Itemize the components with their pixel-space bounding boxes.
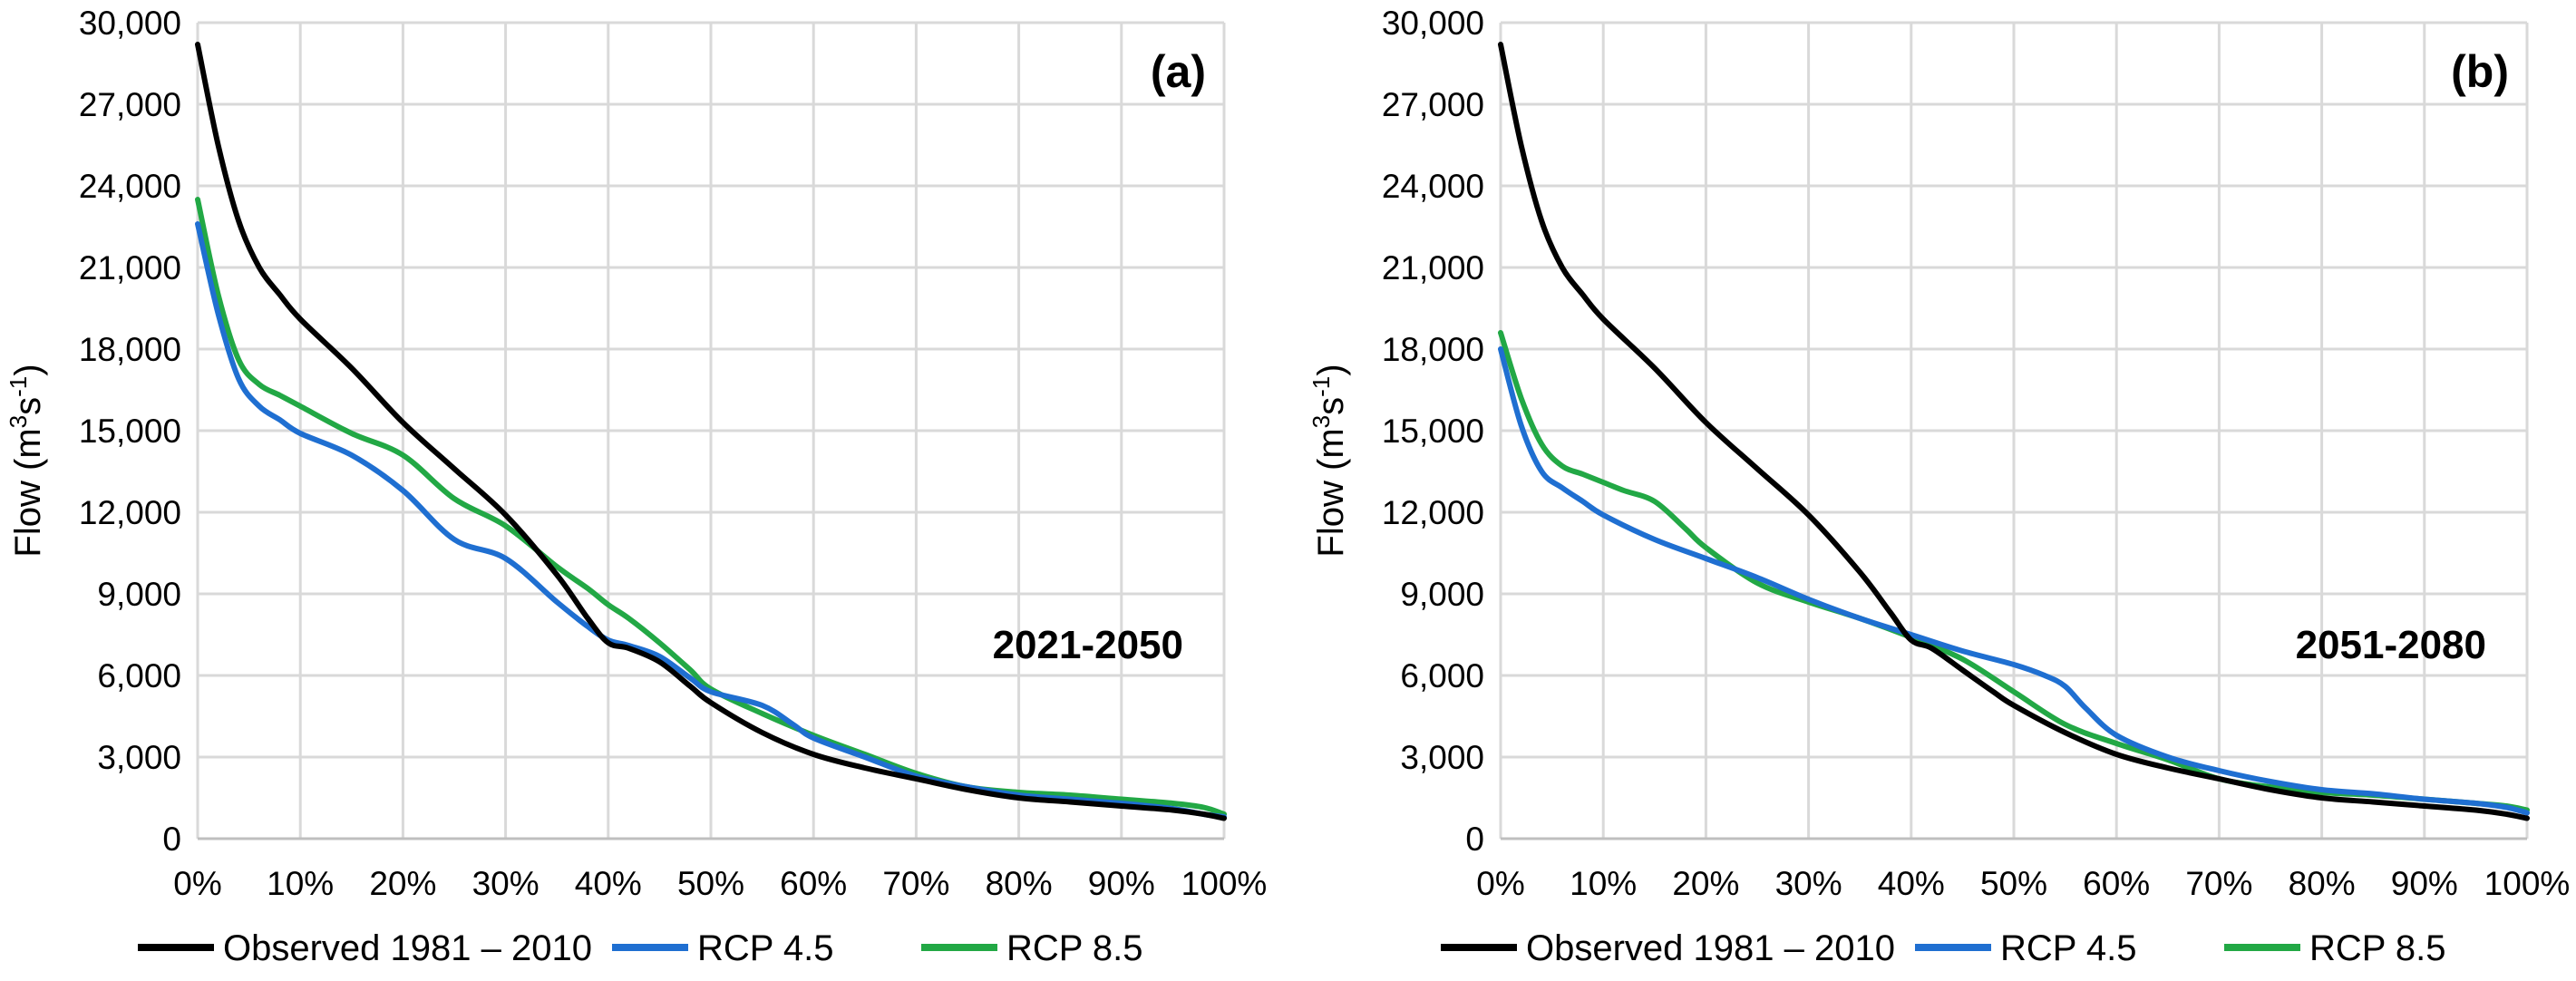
y-tick-label: 12,000: [1382, 494, 1484, 531]
legend: Observed 1981 – 2010 RCP 4.5 RCP 8.5: [138, 928, 1142, 968]
y-tick-label: 9,000: [97, 576, 181, 613]
y-axis-label-mid: s: [1311, 397, 1351, 415]
legend-label-rcp45: RCP 4.5: [2000, 928, 2136, 968]
y-tick-label: 24,000: [1382, 168, 1484, 205]
legend-label-observed: Observed 1981 – 2010: [223, 928, 592, 968]
y-tick-label: 30,000: [1382, 5, 1484, 42]
legend-label-rcp85: RCP 8.5: [1006, 928, 1142, 968]
x-tick-label: 90%: [2391, 865, 2458, 902]
x-tick-label: 30%: [1775, 865, 1842, 902]
x-tick-label: 40%: [575, 865, 642, 902]
x-tick-labels: 0% 10% 20% 30% 40% 50% 60% 70% 80% 90% 100%: [1476, 865, 2570, 902]
series-lines: [1498, 42, 2530, 821]
y-tick-label: 3,000: [97, 739, 181, 776]
x-tick-label: 20%: [369, 865, 436, 902]
y-tick-label: 27,000: [79, 86, 181, 123]
legend-label-rcp85: RCP 8.5: [2309, 928, 2445, 968]
legend: Observed 1981 – 2010 RCP 4.5 RCP 8.5: [1441, 928, 2445, 968]
y-tick-label: 12,000: [79, 494, 181, 531]
x-tick-labels: 0% 10% 20% 30% 40% 50% 60% 70% 80% 90% 100%: [173, 865, 1267, 902]
gridlines: [1499, 21, 2529, 839]
x-tick-label: 50%: [677, 865, 744, 902]
y-tick-label: 18,000: [1382, 331, 1484, 368]
x-tick-label: 20%: [1672, 865, 1739, 902]
y-tick-label: 24,000: [79, 168, 181, 205]
period-label: 2021-2050: [993, 623, 1183, 667]
x-tick-label: 0%: [173, 865, 221, 902]
x-tick-label: 60%: [780, 865, 847, 902]
y-tick-label: 21,000: [1382, 249, 1484, 287]
chart-panel-b: 0 3,000 6,000 9,000 12,000 15,000 18,000 21,000…: [1307, 5, 2570, 968]
x-tick-label: 10%: [1570, 865, 1637, 902]
gridlines: [196, 21, 1226, 839]
series-line-rcp85: [195, 197, 1227, 817]
series-line-observed: [1498, 42, 2530, 821]
y-axis-label-end: ): [8, 364, 48, 375]
y-axis-label-sup2: -1: [5, 376, 32, 397]
x-tick-label: 10%: [267, 865, 334, 902]
chart-panel-a: 0 3,000 6,000 9,000 12,000 15,000 18,000 21,000…: [5, 5, 1267, 968]
x-tick-label: 70%: [882, 865, 949, 902]
legend-label-rcp45: RCP 4.5: [697, 928, 833, 968]
series-line-observed: [195, 42, 1227, 821]
x-tick-label: 70%: [2185, 865, 2252, 902]
y-tick-label: 0: [162, 821, 181, 858]
y-tick-label: 15,000: [79, 413, 181, 450]
y-tick-label: 27,000: [1382, 86, 1484, 123]
y-tick-label: 6,000: [1400, 657, 1484, 694]
x-tick-label: 80%: [986, 865, 1053, 902]
x-tick-label: 100%: [1181, 865, 1268, 902]
legend-label-observed: Observed 1981 – 2010: [1526, 928, 1895, 968]
y-axis-label-end: ): [1311, 364, 1351, 375]
y-tick-labels: 0 3,000 6,000 9,000 12,000 15,000 18,000 21,000…: [79, 5, 181, 858]
x-tick-label: 100%: [2484, 865, 2571, 902]
y-axis-label: Flow (m3s-1): [5, 364, 48, 557]
x-tick-label: 60%: [2083, 865, 2150, 902]
y-tick-label: 0: [1465, 821, 1484, 858]
x-tick-label: 80%: [2289, 865, 2356, 902]
panel-label: (a): [1151, 46, 1206, 97]
x-tick-label: 50%: [1980, 865, 2047, 902]
y-axis-label-sup1: 3: [1307, 415, 1335, 428]
y-tick-label: 30,000: [79, 5, 181, 42]
panel-label: (b): [2451, 46, 2509, 97]
y-axis-label-sup2: -1: [1307, 376, 1335, 397]
y-axis-label-mid: s: [8, 397, 48, 415]
series-line-rcp45: [1498, 346, 2530, 816]
y-tick-labels: 0 3,000 6,000 9,000 12,000 15,000 18,000 21,000…: [1382, 5, 1484, 858]
y-tick-label: 3,000: [1400, 739, 1484, 776]
x-tick-label: 40%: [1878, 865, 1945, 902]
series-lines: [195, 42, 1227, 821]
y-tick-label: 9,000: [1400, 576, 1484, 613]
y-axis-label-sup1: 3: [5, 415, 32, 428]
y-axis-label: Flow (m3s-1): [1307, 364, 1351, 557]
y-axis-label-main: Flow (m: [8, 428, 48, 557]
y-tick-label: 21,000: [79, 249, 181, 287]
period-label: 2051-2080: [2296, 623, 2486, 667]
y-tick-label: 15,000: [1382, 413, 1484, 450]
y-tick-label: 18,000: [79, 331, 181, 368]
y-tick-label: 6,000: [97, 657, 181, 694]
y-axis-label-main: Flow (m: [1311, 428, 1351, 557]
x-tick-label: 90%: [1088, 865, 1155, 902]
x-tick-label: 30%: [472, 865, 540, 902]
x-tick-label: 0%: [1476, 865, 1524, 902]
